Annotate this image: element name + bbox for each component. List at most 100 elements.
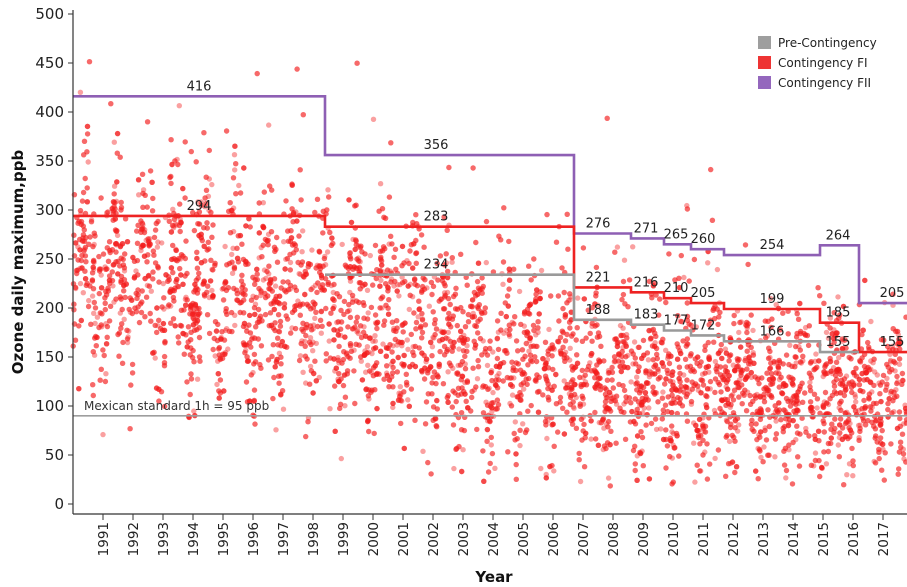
scatter-point xyxy=(768,371,775,377)
scatter-point xyxy=(440,381,447,387)
scatter-point xyxy=(350,296,356,302)
scatter-point xyxy=(700,382,707,388)
scatter-point xyxy=(797,359,804,365)
scatter-point xyxy=(895,379,901,385)
scatter-point xyxy=(231,152,238,158)
scatter-point xyxy=(241,165,247,171)
scatter-point xyxy=(221,297,227,303)
scatter-point xyxy=(166,218,172,224)
scatter-point xyxy=(648,369,654,376)
scatter-point xyxy=(300,328,306,334)
scatter-point xyxy=(104,334,110,340)
scatter-point xyxy=(831,327,837,333)
scatter-point xyxy=(444,274,451,281)
scatter-point xyxy=(172,323,178,329)
scatter-point xyxy=(844,409,850,415)
scatter-point xyxy=(527,301,534,307)
scatter-point xyxy=(795,389,801,395)
scatter-point xyxy=(740,390,746,396)
scatter-point xyxy=(422,365,428,371)
scatter-point xyxy=(495,346,502,353)
scatter-point xyxy=(681,274,687,281)
scatter-point xyxy=(758,429,764,435)
scatter-point xyxy=(589,323,595,329)
scatter-point xyxy=(310,390,316,396)
scatter-point xyxy=(361,324,367,330)
scatter-point xyxy=(871,458,877,465)
scatter-point xyxy=(274,259,281,265)
scatter-point xyxy=(128,382,134,388)
scatter-point xyxy=(366,428,372,435)
scatter-point xyxy=(377,348,384,354)
scatter-point xyxy=(830,335,837,342)
scatter-point xyxy=(608,428,614,434)
scatter-point xyxy=(152,227,159,233)
scatter-point xyxy=(464,343,470,349)
scatter-point xyxy=(362,352,368,358)
scatter-point xyxy=(489,450,496,457)
scatter-point xyxy=(874,372,880,378)
scatter-point xyxy=(839,436,846,443)
scatter-point xyxy=(507,400,513,407)
scatter-point xyxy=(291,307,298,313)
scatter-point xyxy=(827,359,833,365)
scatter-point xyxy=(473,384,479,390)
scatter-point xyxy=(579,393,585,399)
scatter-point xyxy=(354,329,360,335)
scatter-point xyxy=(712,358,719,365)
scatter-point xyxy=(580,245,587,251)
scatter-point xyxy=(390,404,396,411)
scatter-point xyxy=(441,290,448,296)
scatter-point xyxy=(670,479,676,485)
scatter-point xyxy=(90,264,96,270)
scatter-point xyxy=(99,324,105,330)
scatter-point xyxy=(836,434,843,441)
scatter-point xyxy=(666,360,673,367)
scatter-point xyxy=(168,180,174,187)
scatter-point xyxy=(482,310,488,316)
scatter-point xyxy=(607,483,613,489)
scatter-point xyxy=(307,335,314,341)
scatter-point xyxy=(81,138,88,144)
scatter-point xyxy=(516,288,523,295)
scatter-point xyxy=(697,441,703,447)
scatter-point xyxy=(887,359,894,365)
scatter-point xyxy=(751,360,757,366)
scatter-point xyxy=(738,369,744,376)
scatter-point xyxy=(722,346,729,352)
scatter-point xyxy=(102,300,108,306)
scatter-point xyxy=(139,226,145,232)
scatter-point xyxy=(788,396,795,402)
scatter-point xyxy=(406,306,412,313)
scatter-point xyxy=(156,386,162,392)
scatter-point xyxy=(352,400,358,407)
scatter-point xyxy=(264,238,270,244)
scatter-point xyxy=(605,367,612,374)
scatter-point xyxy=(887,357,894,364)
scatter-point xyxy=(438,296,444,302)
scatter-point xyxy=(407,281,414,287)
scatter-point xyxy=(595,302,601,308)
scatter-point xyxy=(797,300,803,307)
scatter-point xyxy=(504,293,511,299)
scatter-point xyxy=(634,433,641,439)
scatter-point xyxy=(732,425,738,431)
scatter-point xyxy=(684,384,690,391)
scatter-point xyxy=(897,439,904,445)
scatter-point xyxy=(825,401,832,408)
scatter-point xyxy=(219,329,225,335)
scatter-point xyxy=(397,281,403,288)
scatter-point xyxy=(386,377,393,383)
scatter-point xyxy=(618,332,624,339)
scatter-point xyxy=(725,400,731,407)
scatter-point xyxy=(82,175,88,182)
scatter-point xyxy=(494,336,500,342)
scatter-point xyxy=(546,326,552,333)
scatter-point xyxy=(562,312,569,318)
scatter-point xyxy=(535,329,541,335)
scatter-point xyxy=(840,303,847,310)
scatter-point xyxy=(808,404,814,411)
scatter-point xyxy=(762,425,768,431)
scatter-point xyxy=(493,377,499,383)
